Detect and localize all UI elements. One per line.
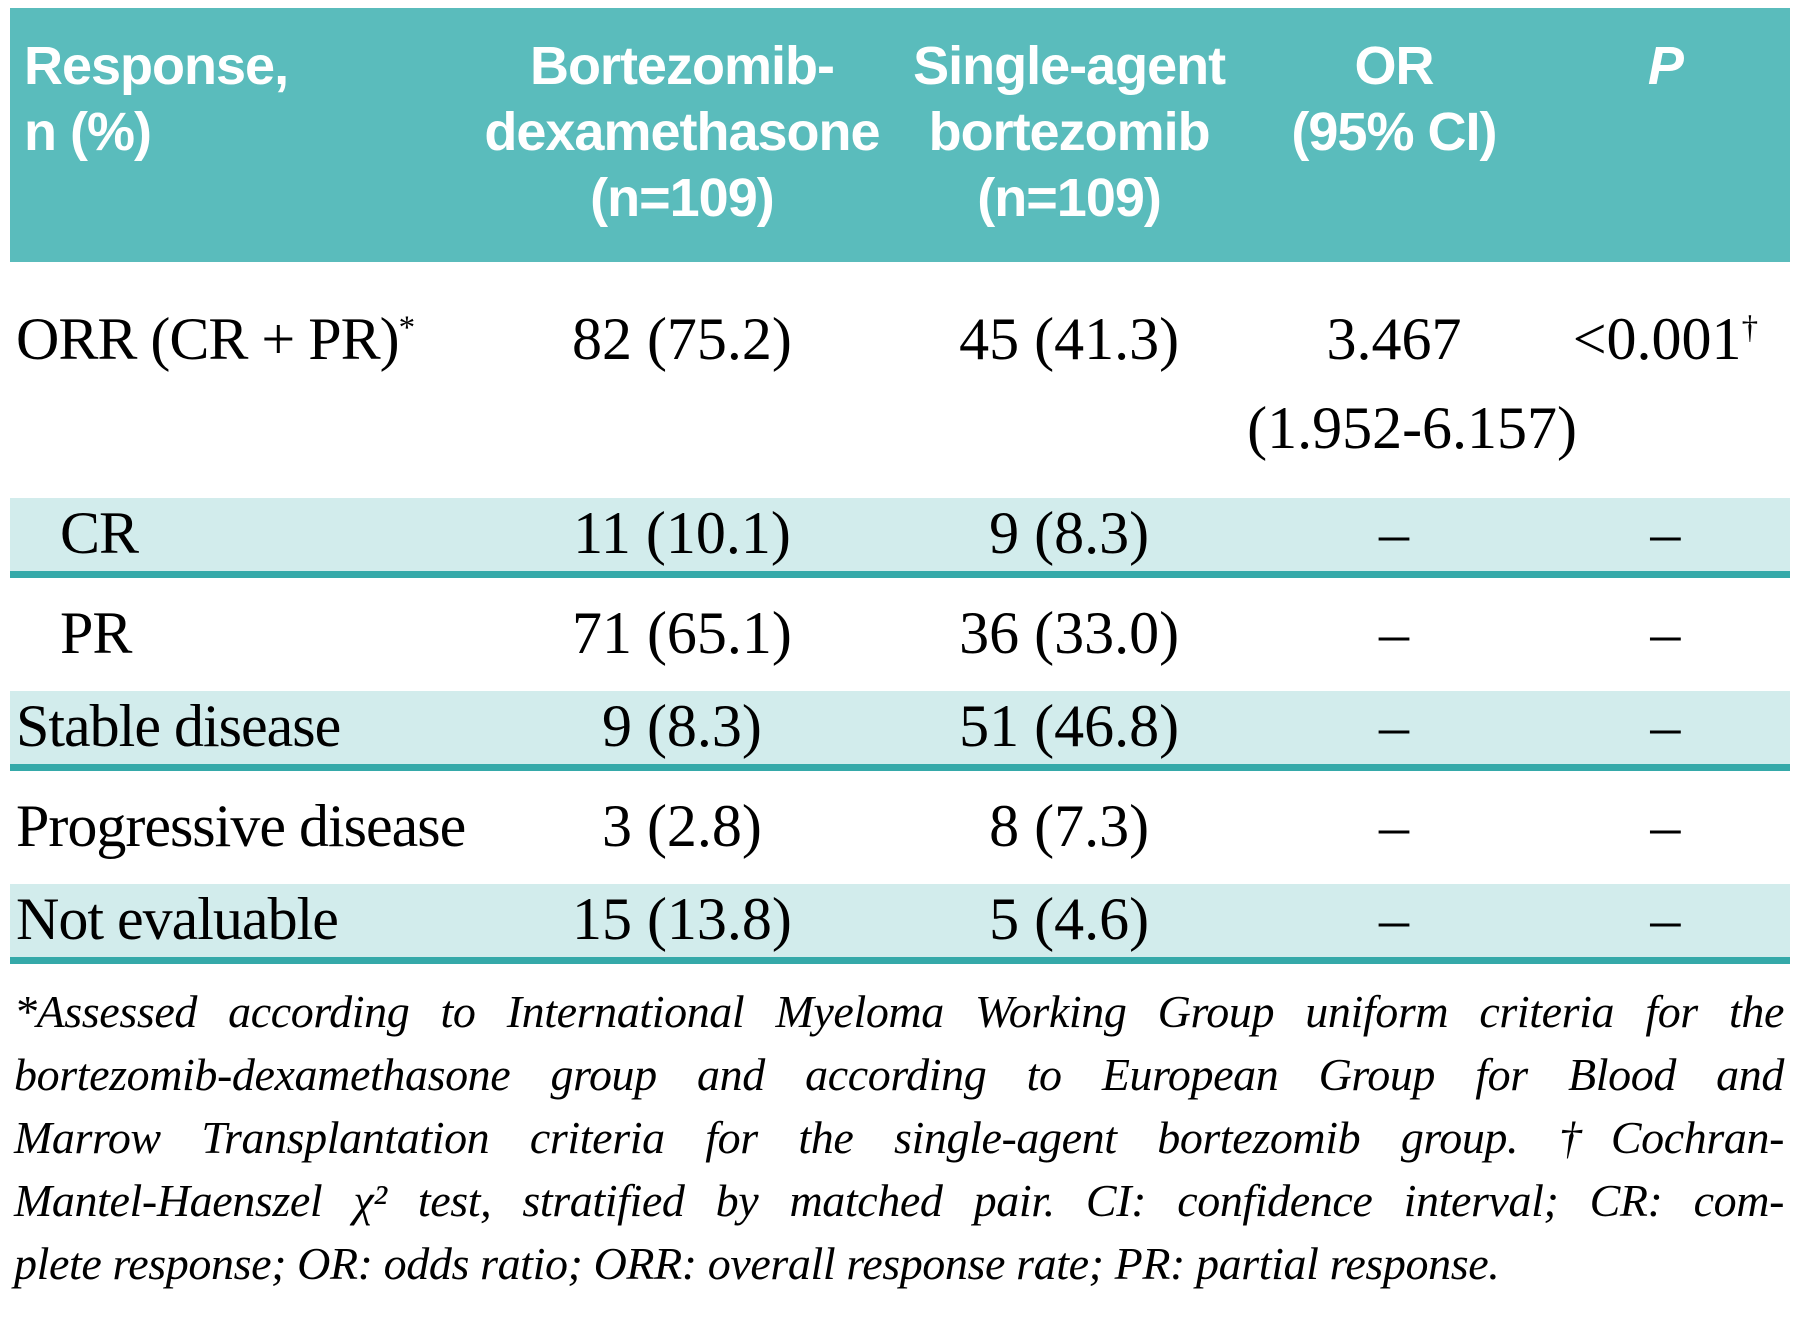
p-value-cell: – — [1650, 599, 1681, 666]
single-agent-cell: 51 (46.8) — [959, 692, 1180, 759]
response-cell: ORR (CR + PR)* — [10, 262, 473, 498]
or-cell: – — [1378, 885, 1409, 952]
cell-value: <0.001 — [1572, 305, 1742, 372]
bortezomib-dex-cell: 11 (10.1) — [573, 499, 791, 566]
bortezomib-dex-cell: 9 (8.3) — [601, 692, 762, 759]
col-header-p: P — [1540, 8, 1790, 262]
footnote-line: *Assessed according to International Mye… — [14, 985, 1784, 1037]
footnote-line: Mantel-Haenszel χ² test, stratified by m… — [14, 1174, 1784, 1226]
or-cell: – — [1378, 792, 1409, 859]
p-value-cell: – — [1650, 885, 1681, 952]
asterisk-footnote-marker: * — [398, 309, 415, 346]
single-agent-cell: 36 (33.0) — [959, 599, 1180, 666]
or-cell: 3.467 (1.952-6.157) — [1247, 262, 1578, 498]
single-agent-cell: 5 (4.6) — [989, 885, 1150, 952]
table-row-pr: PR 71 (65.1) 36 (33.0) – – — [10, 574, 1790, 691]
bortezomib-dex-cell: 15 (13.8) — [571, 885, 792, 952]
table-row-not-evaluable: Not evaluable 15 (13.8) 5 (4.6) – – — [10, 883, 1790, 961]
col-header-single-agent-bortezomib: Single-agent bortezomib (n=109) — [891, 8, 1248, 262]
response-table: Response, n (%) Bortezomib- dexamethason… — [10, 8, 1790, 964]
header-line: Response, — [24, 36, 289, 96]
table-body: ORR (CR + PR)* 82 (75.2) 45 (41.3) 3.467… — [10, 262, 1790, 961]
response-cell: Stable disease — [16, 692, 341, 759]
single-agent-cell: 45 (41.3) — [891, 262, 1247, 498]
col-header-or-95ci: OR (95% CI) — [1247, 8, 1541, 262]
p-value-cell: – — [1650, 499, 1681, 566]
cell-value: 45 (41.3) — [959, 305, 1180, 372]
col-header-response: Response, n (%) — [10, 8, 473, 262]
header-line: bortezomib — [928, 101, 1211, 162]
p-value-cell: – — [1650, 692, 1681, 759]
table-row-progressive-disease: Progressive disease 3 (2.8) 8 (7.3) – – — [10, 767, 1790, 884]
single-agent-cell: 9 (8.3) — [989, 499, 1150, 566]
response-cell: Progressive disease — [16, 792, 466, 859]
single-agent-cell: 8 (7.3) — [989, 792, 1150, 859]
footnote-line: Marrow Transplantation criteria for the … — [14, 1111, 1784, 1163]
table-row-cr: CR 11 (10.1) 9 (8.3) – – — [10, 497, 1790, 575]
table-footnote: *Assessed according to International Mye… — [10, 980, 1790, 1295]
response-label: ORR (CR + PR) — [16, 305, 400, 372]
footnote-line: plete response; OR: odds ratio; ORR: ove… — [14, 1237, 1500, 1289]
bortezomib-dex-cell: 82 (75.2) — [473, 262, 891, 498]
header-row: Response, n (%) Bortezomib- dexamethason… — [10, 8, 1790, 262]
header-line: dexamethasone — [484, 101, 880, 162]
response-cell: PR — [60, 599, 132, 666]
or-value: 3.467 — [1326, 305, 1462, 372]
or-confidence-interval: (1.952-6.157) — [1247, 394, 1578, 461]
or-cell: – — [1378, 692, 1409, 759]
header-line: (95% CI) — [1291, 101, 1497, 162]
header-line: Bortezomib- — [529, 36, 835, 96]
header-line: (n=109) — [590, 167, 775, 228]
dagger-footnote-marker: † — [1741, 309, 1759, 346]
header-line: Single-agent — [913, 36, 1226, 96]
header-line: P — [1647, 36, 1684, 96]
table-row-orr: ORR (CR + PR)* 82 (75.2) 45 (41.3) 3.467… — [10, 262, 1790, 498]
footnote-line: bortezomib-dexamethasone group and accor… — [14, 1048, 1784, 1100]
or-cell: – — [1378, 499, 1409, 566]
header-line: n (%) — [24, 101, 152, 162]
bortezomib-dex-cell: 3 (2.8) — [601, 792, 762, 859]
header-line: (n=109) — [977, 167, 1162, 228]
p-value-cell: <0.001† — [1541, 262, 1790, 498]
table-row-stable-disease: Stable disease 9 (8.3) 51 (46.8) – – — [10, 690, 1790, 768]
col-header-bortezomib-dexamethasone: Bortezomib- dexamethasone (n=109) — [472, 8, 892, 262]
header-line: OR — [1354, 36, 1434, 96]
bortezomib-dex-cell: 71 (65.1) — [571, 599, 792, 666]
p-value-cell: – — [1650, 792, 1681, 859]
cell-value: 82 (75.2) — [571, 305, 792, 372]
response-cell: Not evaluable — [16, 885, 339, 952]
response-cell: CR — [60, 499, 139, 566]
table-header: Response, n (%) Bortezomib- dexamethason… — [10, 8, 1790, 262]
or-cell: – — [1378, 599, 1409, 666]
